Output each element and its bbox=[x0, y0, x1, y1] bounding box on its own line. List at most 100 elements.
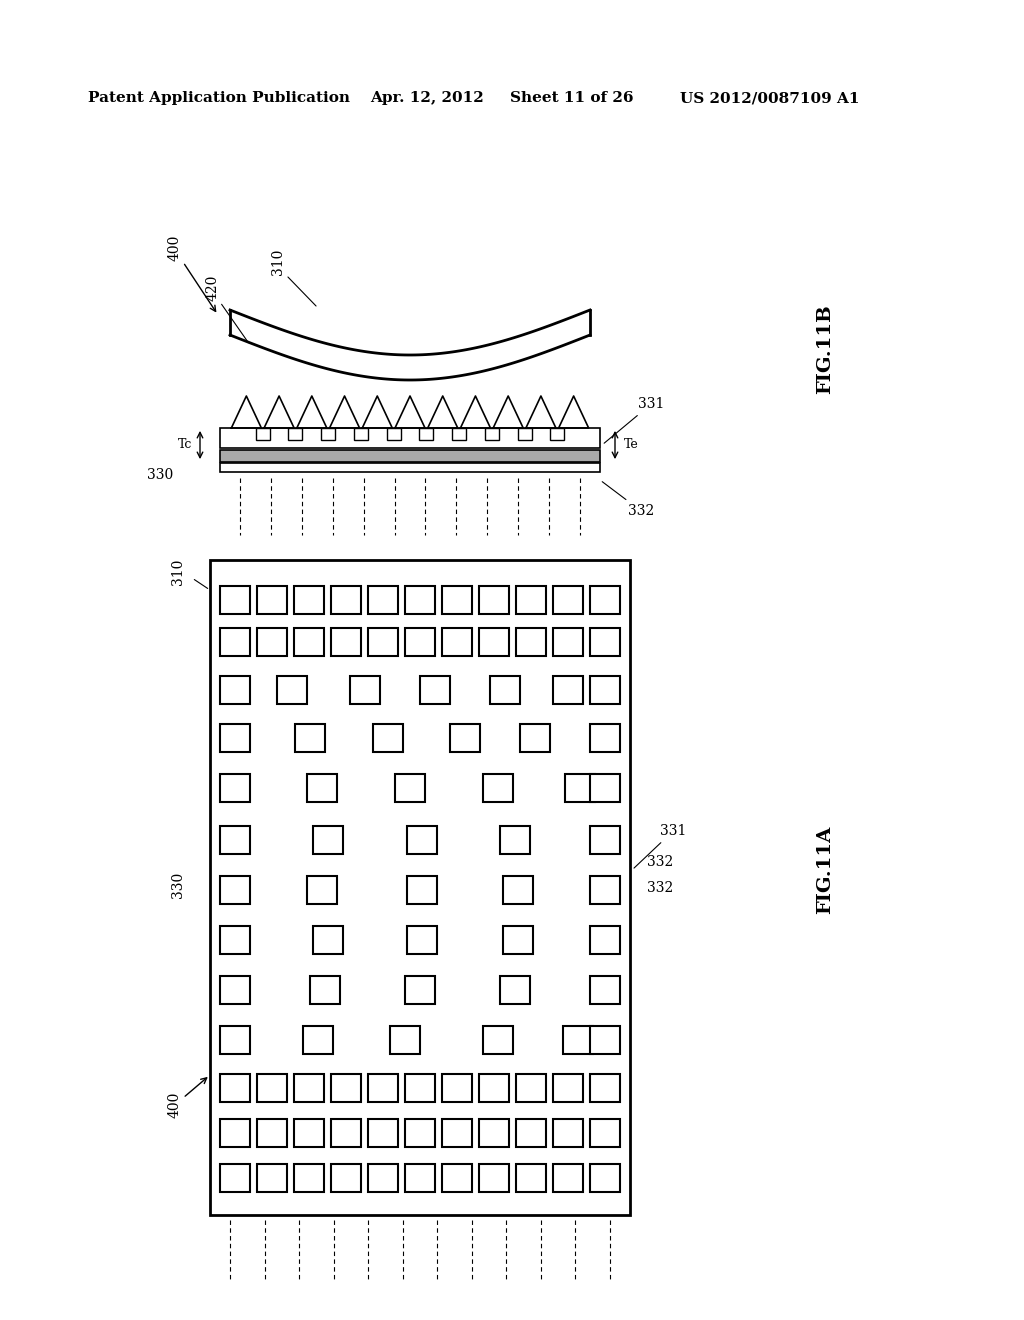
Bar bbox=[479, 1074, 509, 1102]
Bar bbox=[420, 676, 450, 704]
Bar bbox=[553, 628, 583, 656]
Bar bbox=[590, 628, 620, 656]
Bar bbox=[483, 774, 513, 803]
Bar bbox=[553, 586, 583, 614]
Text: Sheet 11 of 26: Sheet 11 of 26 bbox=[510, 91, 634, 106]
Bar bbox=[590, 1119, 620, 1147]
Text: FIG.11A: FIG.11A bbox=[816, 826, 834, 913]
Bar bbox=[303, 1026, 333, 1053]
Bar bbox=[479, 586, 509, 614]
Bar bbox=[442, 586, 472, 614]
Bar bbox=[406, 586, 435, 614]
Bar bbox=[354, 428, 368, 440]
Bar bbox=[294, 628, 324, 656]
Bar bbox=[307, 876, 337, 904]
Text: Tc: Tc bbox=[178, 438, 193, 451]
Bar bbox=[490, 676, 520, 704]
Bar bbox=[310, 975, 340, 1005]
Bar bbox=[442, 628, 472, 656]
Bar bbox=[220, 975, 250, 1005]
Bar bbox=[479, 628, 509, 656]
Bar bbox=[294, 586, 324, 614]
Bar bbox=[407, 826, 437, 854]
Bar bbox=[520, 723, 550, 752]
Bar bbox=[590, 723, 620, 752]
Bar bbox=[442, 1164, 472, 1192]
Text: 331: 331 bbox=[604, 397, 665, 444]
Bar bbox=[516, 1119, 546, 1147]
Bar bbox=[257, 1119, 287, 1147]
Bar bbox=[590, 876, 620, 904]
Bar bbox=[220, 876, 250, 904]
Bar bbox=[516, 1074, 546, 1102]
Bar bbox=[220, 428, 600, 447]
Bar bbox=[257, 1074, 287, 1102]
Bar bbox=[442, 1074, 472, 1102]
Bar bbox=[406, 1119, 435, 1147]
Bar bbox=[565, 774, 595, 803]
Bar bbox=[553, 676, 583, 704]
Bar bbox=[220, 723, 250, 752]
Bar bbox=[220, 1119, 250, 1147]
Bar bbox=[373, 723, 403, 752]
Text: 400: 400 bbox=[168, 235, 182, 261]
Bar bbox=[313, 826, 343, 854]
Bar bbox=[331, 586, 361, 614]
Bar bbox=[590, 676, 620, 704]
Text: 400: 400 bbox=[168, 1092, 182, 1118]
Text: 330: 330 bbox=[171, 873, 185, 898]
Bar bbox=[368, 1119, 398, 1147]
Bar bbox=[420, 428, 433, 440]
Bar bbox=[220, 628, 250, 656]
Bar bbox=[257, 1164, 287, 1192]
Bar bbox=[590, 1164, 620, 1192]
Bar bbox=[257, 628, 287, 656]
Bar bbox=[590, 975, 620, 1005]
Text: US 2012/0087109 A1: US 2012/0087109 A1 bbox=[680, 91, 859, 106]
Bar bbox=[590, 774, 620, 803]
Bar bbox=[368, 1074, 398, 1102]
Bar bbox=[590, 586, 620, 614]
Bar bbox=[590, 1026, 620, 1053]
Bar bbox=[516, 628, 546, 656]
Bar bbox=[550, 428, 564, 440]
Bar bbox=[294, 1119, 324, 1147]
Bar bbox=[406, 1074, 435, 1102]
Bar bbox=[516, 586, 546, 614]
Bar bbox=[294, 1164, 324, 1192]
Bar bbox=[220, 1026, 250, 1053]
Bar bbox=[590, 927, 620, 954]
Bar bbox=[331, 1074, 361, 1102]
Bar bbox=[484, 428, 499, 440]
Bar bbox=[407, 876, 437, 904]
Bar bbox=[331, 1119, 361, 1147]
Bar bbox=[387, 428, 400, 440]
Bar bbox=[563, 1026, 593, 1053]
Bar bbox=[368, 1164, 398, 1192]
Bar bbox=[220, 927, 250, 954]
Bar bbox=[210, 560, 630, 1214]
Bar bbox=[220, 1074, 250, 1102]
Bar bbox=[220, 1164, 250, 1192]
Text: FIG.11B: FIG.11B bbox=[816, 304, 834, 393]
Bar bbox=[220, 450, 600, 462]
Text: Patent Application Publication: Patent Application Publication bbox=[88, 91, 350, 106]
Bar bbox=[452, 428, 466, 440]
Bar bbox=[553, 1074, 583, 1102]
Bar bbox=[307, 774, 337, 803]
Bar bbox=[395, 774, 425, 803]
Text: 332: 332 bbox=[602, 482, 654, 517]
Bar bbox=[553, 1164, 583, 1192]
Bar bbox=[406, 1164, 435, 1192]
Text: 420: 420 bbox=[206, 275, 220, 301]
Bar bbox=[479, 1164, 509, 1192]
Bar bbox=[503, 927, 534, 954]
Bar bbox=[590, 826, 620, 854]
Bar bbox=[503, 876, 534, 904]
Bar bbox=[450, 723, 480, 752]
Bar bbox=[390, 1026, 420, 1053]
Bar bbox=[220, 586, 250, 614]
Bar bbox=[220, 826, 250, 854]
Text: 332: 332 bbox=[647, 880, 673, 895]
Bar bbox=[368, 586, 398, 614]
